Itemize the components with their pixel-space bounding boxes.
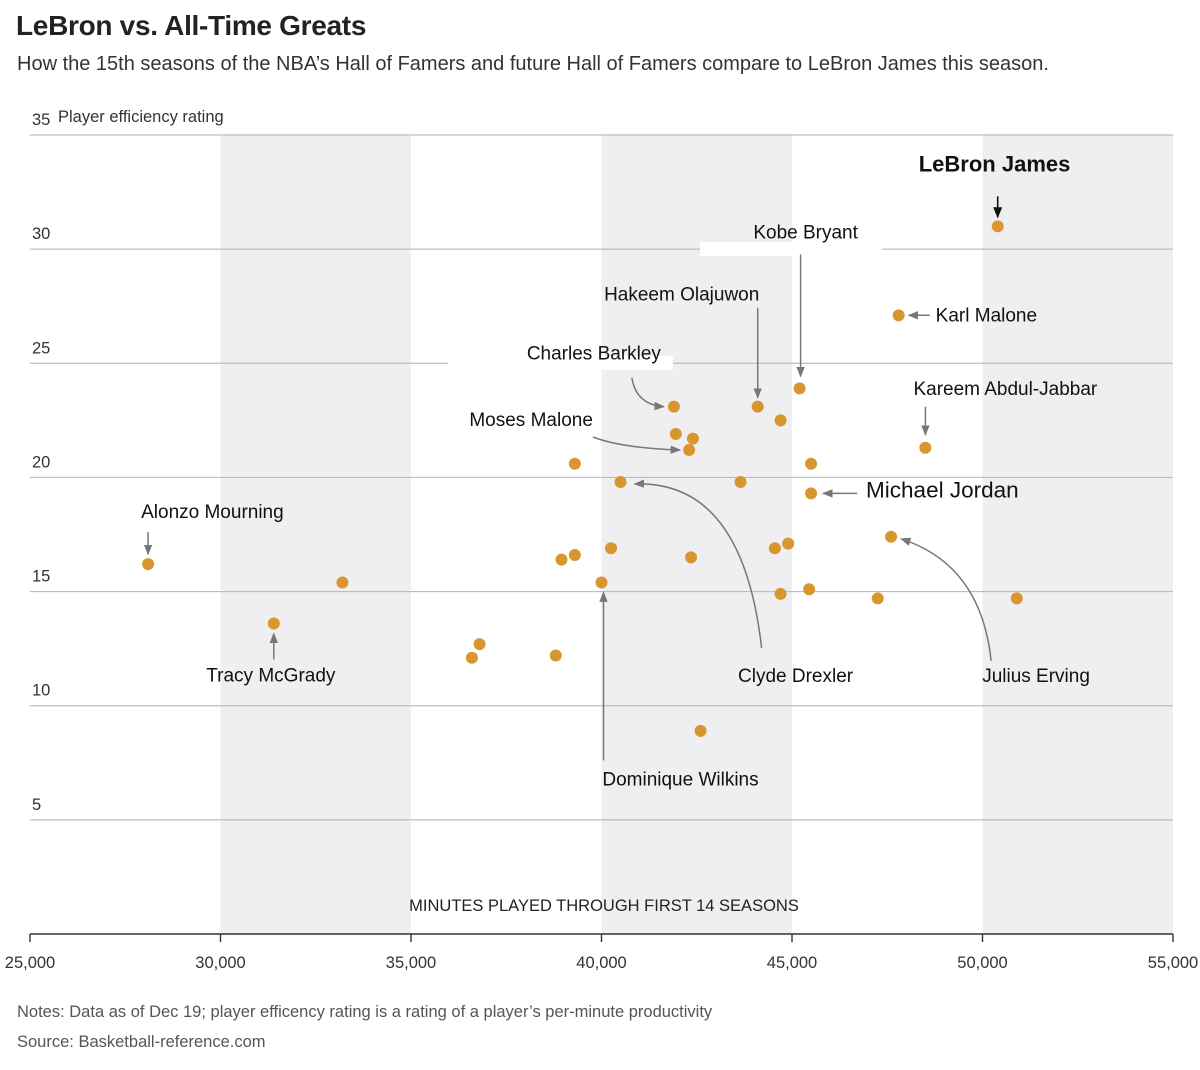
y-tick-label: 20 bbox=[32, 453, 50, 471]
point-label-clyde-drexler: Clyde Drexler bbox=[738, 666, 854, 687]
point-label-karl-malone: Karl Malone bbox=[936, 305, 1037, 326]
data-point-tracy-mcgrady bbox=[267, 617, 280, 630]
data-point-player bbox=[1010, 592, 1023, 605]
point-label-kareem-abdul-jabbar: Kareem Abdul-Jabbar bbox=[913, 379, 1097, 400]
data-point-player bbox=[768, 542, 781, 555]
callout-arrow-clyde-drexler bbox=[633, 479, 763, 649]
label-knockout-1 bbox=[700, 242, 882, 256]
data-point-player bbox=[568, 549, 581, 562]
shaded-band-2 bbox=[982, 135, 1173, 934]
x-tick-label: 30,000 bbox=[195, 954, 245, 972]
x-tick-label: 55,000 bbox=[1148, 954, 1198, 972]
chart-title: LeBron vs. All-Time Greats bbox=[16, 10, 367, 41]
data-point-player bbox=[549, 649, 562, 662]
data-point-clyde-drexler bbox=[614, 475, 627, 488]
y-tick-label: 30 bbox=[32, 225, 50, 243]
y-tick-label: 15 bbox=[32, 568, 50, 586]
point-label-charles-barkley: Charles Barkley bbox=[527, 344, 662, 365]
x-tick-label: 50,000 bbox=[957, 954, 1007, 972]
data-point-player bbox=[555, 553, 568, 566]
data-point-player bbox=[805, 457, 818, 470]
data-point-player bbox=[774, 414, 787, 427]
data-point-alonzo-mourning bbox=[142, 558, 155, 571]
callout-arrow-julius-erving bbox=[900, 537, 992, 661]
shaded-band-0 bbox=[220, 135, 411, 934]
y-axis-label: Player efficiency rating bbox=[58, 108, 224, 126]
data-point-player bbox=[686, 432, 699, 445]
data-point-moses-malone bbox=[683, 444, 696, 457]
point-label-moses-malone: Moses Malone bbox=[469, 410, 593, 431]
point-label-lebron-james: LeBron James bbox=[919, 151, 1071, 176]
data-point-player bbox=[871, 592, 884, 605]
data-point-player bbox=[465, 651, 478, 664]
chart-source: Source: Basketball-reference.com bbox=[17, 1033, 266, 1051]
chart-notes: Notes: Data as of Dec 19; player efficen… bbox=[17, 1003, 713, 1021]
data-point-player bbox=[774, 587, 787, 600]
y-tick-label: 25 bbox=[32, 339, 50, 357]
data-point-player bbox=[685, 551, 698, 564]
point-label-alonzo-mourning: Alonzo Mourning bbox=[141, 502, 284, 523]
data-point-michael-jordan bbox=[805, 487, 818, 500]
point-label-michael-jordan: Michael Jordan bbox=[866, 477, 1019, 502]
data-point-kobe-bryant bbox=[793, 382, 806, 395]
data-point-player bbox=[568, 457, 581, 470]
label-knockout-0 bbox=[448, 356, 673, 370]
point-label-kobe-bryant: Kobe Bryant bbox=[753, 222, 858, 243]
data-point-karl-malone bbox=[892, 309, 905, 322]
data-point-player bbox=[605, 542, 618, 555]
data-point-lebron-james bbox=[991, 220, 1004, 233]
data-point-dominique-wilkins bbox=[595, 576, 608, 589]
data-point-kareem-abdul-jabbar bbox=[919, 441, 932, 454]
x-axis-title: MINUTES PLAYED THROUGH FIRST 14 SEASONS bbox=[409, 897, 799, 915]
data-point-charles-barkley bbox=[667, 400, 680, 413]
y-tick-label: 5 bbox=[32, 796, 41, 814]
shaded-band-1 bbox=[601, 135, 792, 934]
chart-subtitle: How the 15th seasons of the NBA’s Hall o… bbox=[17, 53, 1049, 75]
x-tick-label: 35,000 bbox=[386, 954, 436, 972]
callout-arrow-charles-barkley bbox=[631, 377, 665, 411]
data-point-player bbox=[473, 638, 486, 651]
data-point-player bbox=[336, 576, 349, 589]
data-point-hakeem-olajuwon bbox=[751, 400, 764, 413]
data-point-player bbox=[782, 537, 795, 550]
x-tick-label: 45,000 bbox=[767, 954, 817, 972]
y-tick-label: 10 bbox=[32, 682, 50, 700]
x-tick-label: 40,000 bbox=[576, 954, 626, 972]
point-label-hakeem-olajuwon: Hakeem Olajuwon bbox=[604, 285, 759, 306]
data-point-julius-erving bbox=[885, 530, 898, 543]
data-point-player bbox=[694, 724, 707, 737]
y-tick-label: 35 bbox=[32, 111, 50, 129]
data-point-player bbox=[734, 475, 747, 488]
x-tick-label: 25,000 bbox=[5, 954, 55, 972]
scatter-chart: 5 10 15 20 25 30 35 Player efficiency rating M… bbox=[5, 108, 1198, 972]
point-label-julius-erving: Julius Erving bbox=[982, 666, 1090, 687]
callout-arrow-moses-malone bbox=[592, 436, 682, 454]
data-point-player bbox=[803, 583, 816, 596]
point-label-dominique-wilkins: Dominique Wilkins bbox=[602, 769, 758, 790]
point-label-tracy-mcgrady: Tracy McGrady bbox=[206, 666, 336, 687]
data-point-player bbox=[669, 428, 682, 441]
